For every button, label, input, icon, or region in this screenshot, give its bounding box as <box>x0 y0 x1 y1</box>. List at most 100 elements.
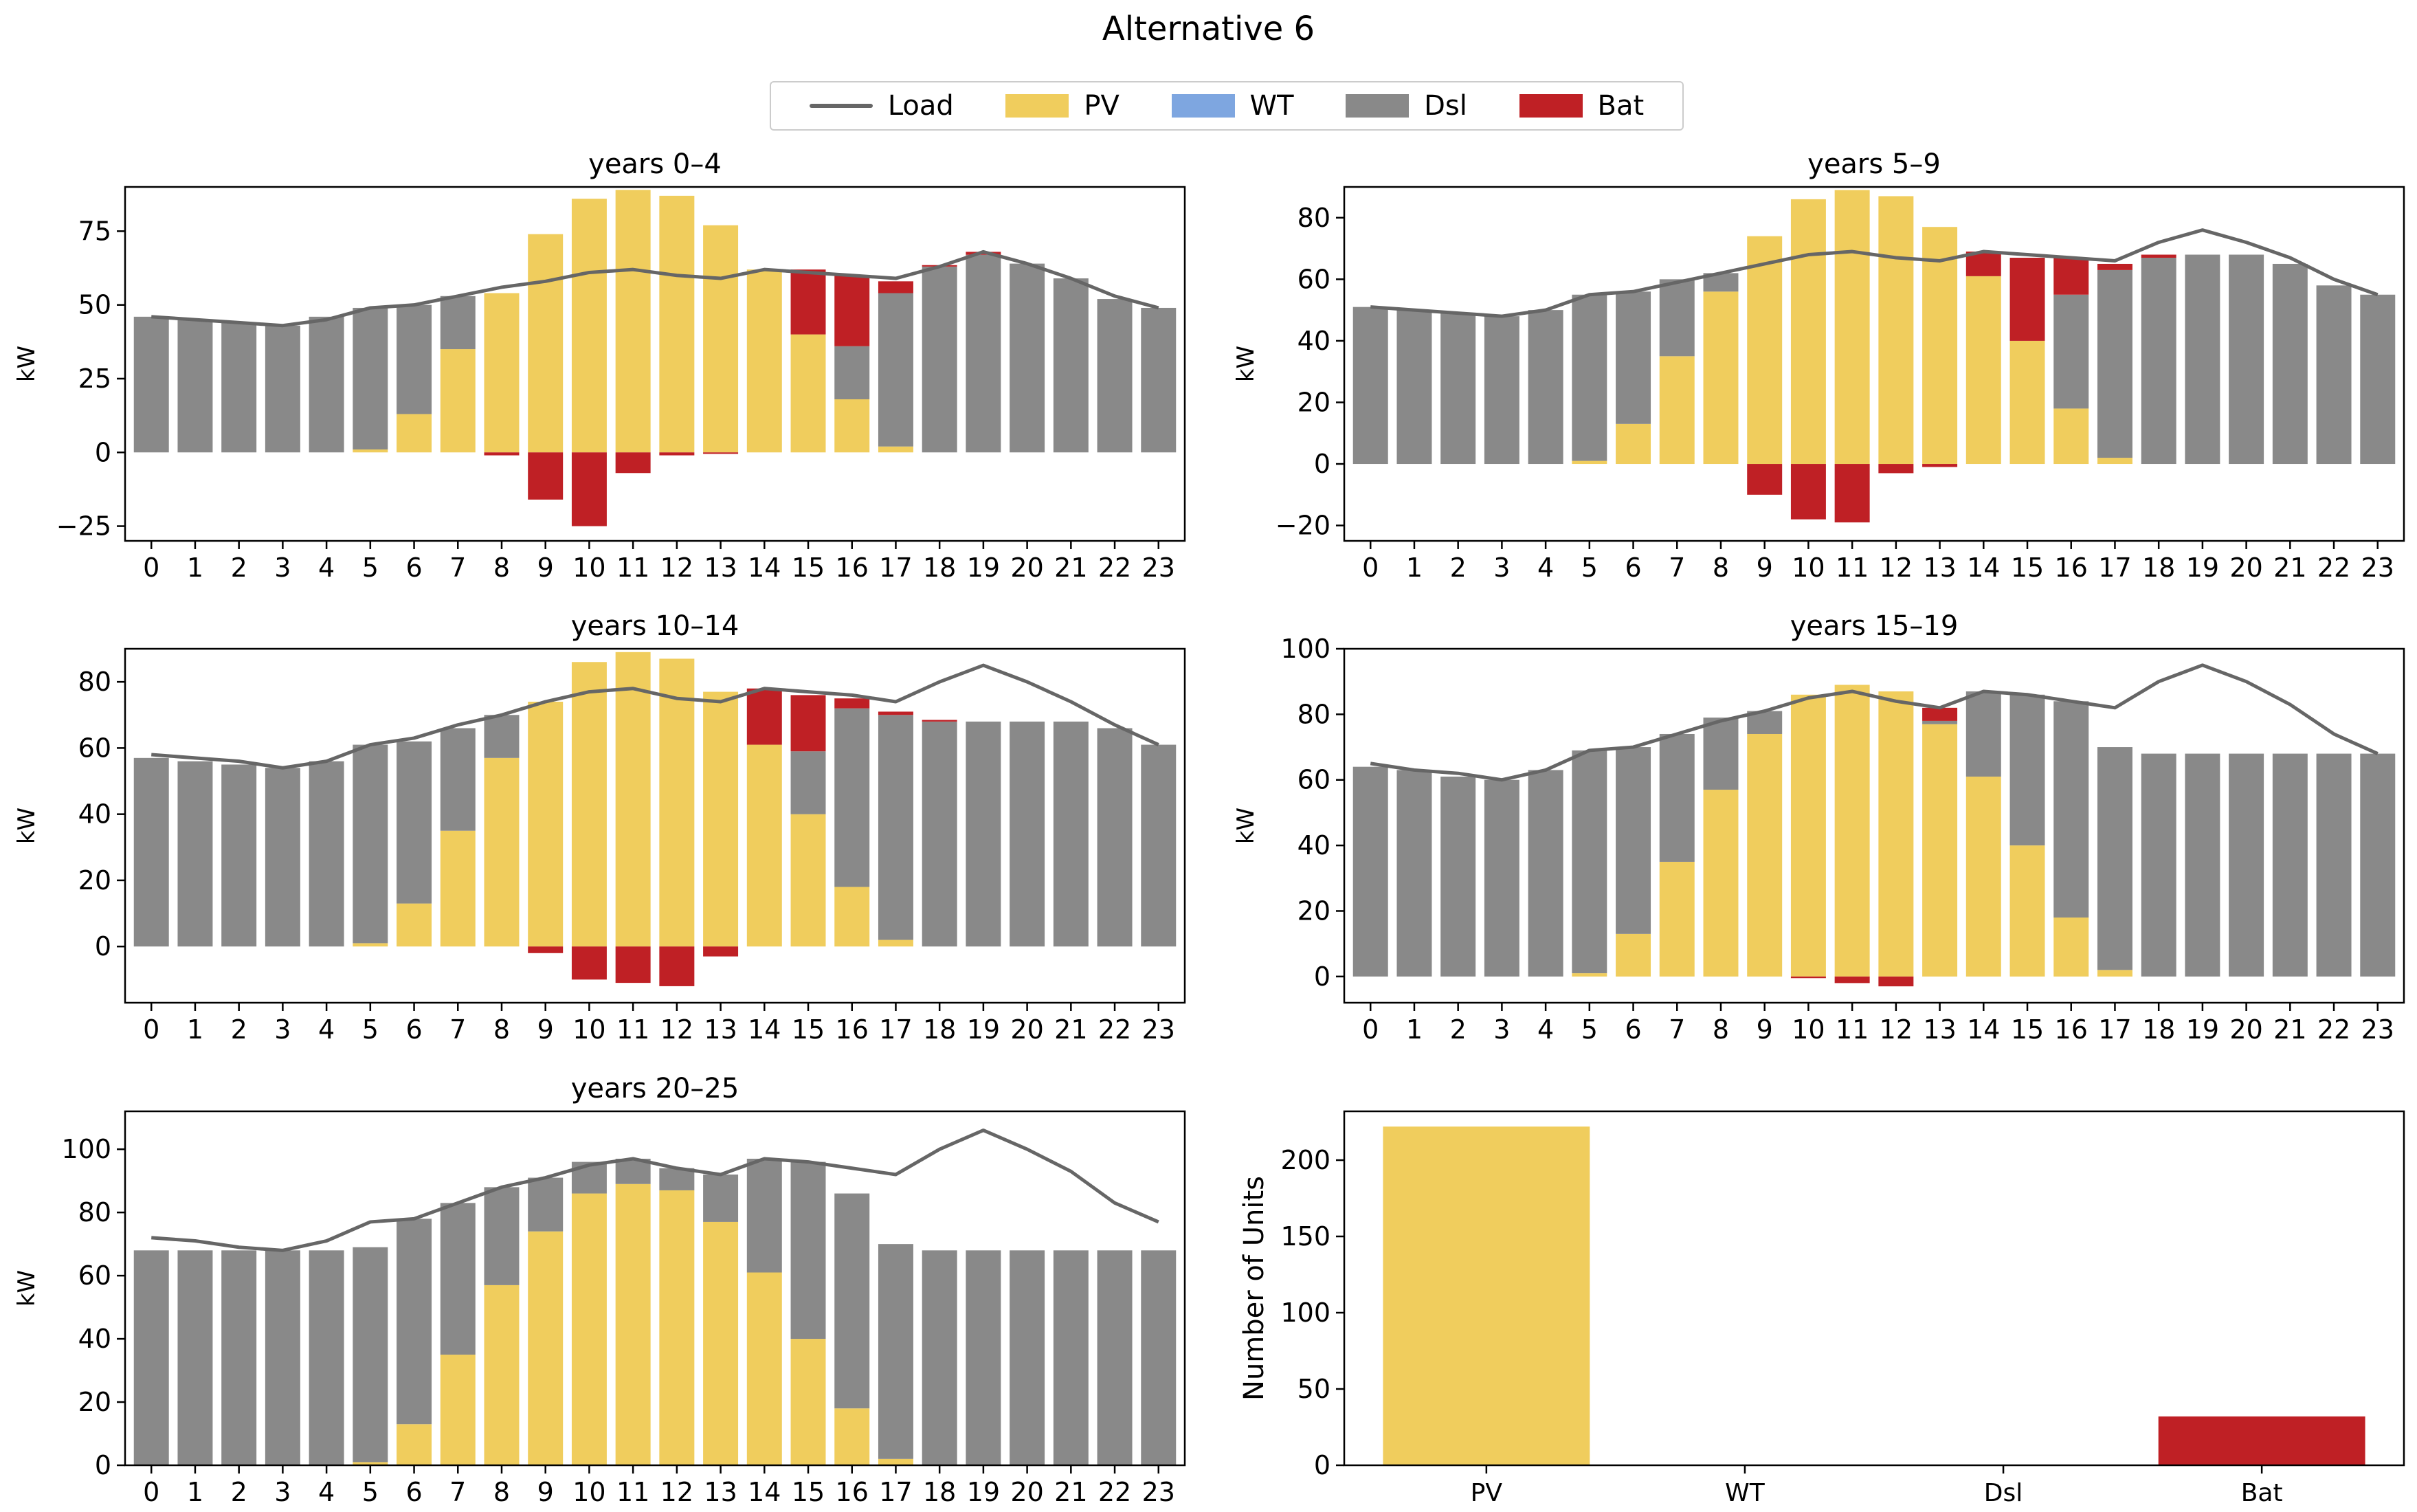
bar-pv-hour-14 <box>746 269 782 453</box>
y-tick-label: 50 <box>1297 1374 1330 1404</box>
chart-panel-5: 200 150 100 50 0 PV WT Dsl Bat Number of Units <box>1238 1110 2405 1507</box>
x-tick-label: 7 <box>1669 1014 1685 1045</box>
x-tick-label: 16 <box>2055 1014 2088 1045</box>
bar-dsl-hour-22 <box>1097 728 1133 947</box>
bar-dsl-hour-6 <box>1616 747 1651 934</box>
bar-dsl-hour-21 <box>1053 278 1089 453</box>
bar-dsl-hour-23 <box>1141 307 1177 453</box>
legend-label-load: Load <box>887 90 954 122</box>
y-tick-label: 200 <box>1280 1145 1330 1175</box>
bar-pv-hour-8 <box>1703 790 1739 977</box>
y-tick-label: 60 <box>1297 765 1330 795</box>
bar-pv-hour-11 <box>1834 685 1870 977</box>
bar-dsl-hour-2 <box>221 764 257 947</box>
x-tick-label: 20 <box>2229 553 2262 583</box>
bar-bat-hour-11 <box>1834 464 1870 523</box>
x-tick-label: 18 <box>923 553 956 583</box>
x-tick-label: 11 <box>1836 553 1869 583</box>
x-tick-label: 6 <box>405 1014 422 1045</box>
y-tick-label: 100 <box>1280 1298 1330 1328</box>
x-tick-label: 9 <box>537 1477 554 1507</box>
bar-pv-hour-16 <box>834 887 870 947</box>
bar-bat-hour-13 <box>703 452 739 454</box>
bar-dsl-hour-23 <box>2360 753 2396 977</box>
bar-pv-hour-14 <box>746 1272 782 1465</box>
bar-pv-hour-6 <box>397 903 432 947</box>
bar-dsl-hour-8 <box>1703 718 1739 790</box>
panel-title: years 20–25 <box>571 1073 739 1104</box>
y-tick-label: 60 <box>1297 264 1330 294</box>
bar-dsl-hour-4 <box>309 761 344 947</box>
bar-pv-hour-9 <box>528 234 564 453</box>
panel-title: years 5–9 <box>1807 148 1941 180</box>
bar-pv-hour-6 <box>397 414 432 453</box>
legend-swatch-wt <box>1171 94 1235 118</box>
legend-swatch-dsl <box>1346 94 1410 118</box>
x-tick-label: 15 <box>792 1014 825 1045</box>
x-tick-label: 17 <box>879 553 912 583</box>
bar-pv-hour-8 <box>484 293 520 453</box>
bar-dsl-hour-7 <box>440 728 476 831</box>
bar-bat-hour-18 <box>2141 254 2176 258</box>
legend-swatch-bat <box>1519 94 1583 118</box>
x-tick-label: 21 <box>1054 1014 1087 1045</box>
x-tick-label: 16 <box>836 1477 869 1507</box>
x-tick-label: 11 <box>616 1014 649 1045</box>
bar-pv-hour-17 <box>878 446 913 453</box>
y-tick-label: 20 <box>78 865 111 896</box>
bar-dsl-hour-18 <box>922 266 957 453</box>
bar-dsl-hour-3 <box>1484 316 1519 465</box>
y-tick-label: 80 <box>1297 699 1330 729</box>
bar-dsl-hour-21 <box>2272 263 2308 465</box>
bar-bat-hour-10 <box>571 946 607 980</box>
bar-dsl-hour-18 <box>922 721 957 947</box>
x-tick-label: 1 <box>187 553 203 583</box>
bar-bat-hour-15 <box>790 269 826 335</box>
bar-dsl-hour-3 <box>265 768 300 947</box>
bar-bat-hour-12 <box>659 946 695 986</box>
x-tick-label: 12 <box>660 1477 693 1507</box>
bar-pv-hour-17 <box>2097 970 2132 977</box>
bar-pv-hour-13 <box>1922 227 1958 465</box>
axes-frame <box>124 647 1186 1004</box>
bar-bat-hour-14 <box>746 688 782 745</box>
bar-pv-hour-14 <box>1965 776 2001 977</box>
bar-dsl-hour-5 <box>1572 294 1607 461</box>
y-tick-label: 75 <box>78 216 111 246</box>
x-tick-label: 23 <box>1142 1014 1175 1045</box>
bar-bat-hour-8 <box>484 452 520 456</box>
x-tick-label: 14 <box>1967 1014 2000 1045</box>
bar-dsl-hour-5 <box>353 744 388 944</box>
bar-dsl-hour-2 <box>221 1250 257 1465</box>
x-tick-label: 6 <box>405 1477 422 1507</box>
legend-item-pv: PV <box>1005 90 1120 122</box>
bar-dsl-hour-6 <box>397 304 432 414</box>
bar-bat-hour-18 <box>922 720 957 722</box>
x-tick-label: 2 <box>231 1014 247 1045</box>
x-tick-label: PV <box>1471 1479 1503 1507</box>
bar-dsl-hour-6 <box>397 1219 432 1425</box>
bar-pv-hour-15 <box>2009 845 2045 977</box>
x-tick-label: 11 <box>1836 1014 1869 1045</box>
x-tick-label: 2 <box>1450 1014 1467 1045</box>
bar-dsl-hour-9 <box>528 1177 564 1232</box>
x-tick-label: 1 <box>1406 553 1423 583</box>
x-tick-label: 20 <box>2229 1014 2262 1045</box>
y-tick-label: 0 <box>95 437 111 467</box>
bar-bat-hour-13 <box>1922 464 1958 467</box>
bar-dsl-hour-17 <box>2097 747 2132 970</box>
bar-dsl-hour-14 <box>746 1158 782 1273</box>
bar-dsl-hour-0 <box>133 757 169 947</box>
bar-dsl-hour-20 <box>1010 721 1045 947</box>
x-tick-label: 16 <box>2055 553 2088 583</box>
bar-pv-hour-11 <box>615 1183 651 1465</box>
y-tick-label: 40 <box>1297 830 1330 860</box>
bar-dsl-hour-13 <box>703 1174 739 1222</box>
x-tick-label: 10 <box>572 1477 605 1507</box>
x-tick-label: 5 <box>362 1014 379 1045</box>
bar-dsl-hour-7 <box>440 1203 476 1355</box>
y-tick-label: 25 <box>78 364 111 394</box>
bar-dsl-hour-20 <box>2229 254 2264 465</box>
